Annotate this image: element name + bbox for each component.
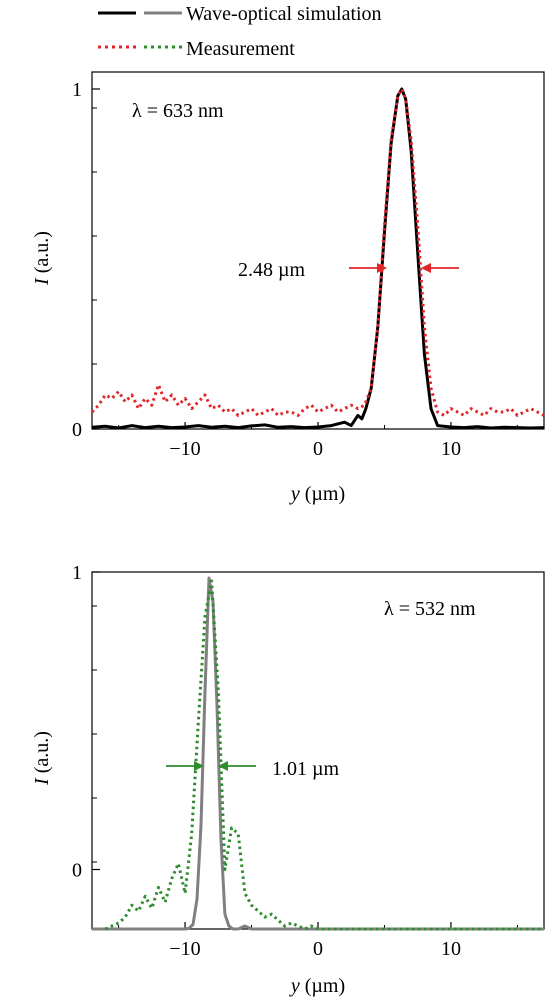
y-tick-label: 1 — [72, 562, 82, 584]
y-axis-label: I(a.u.) — [31, 731, 53, 786]
x-tick-label: 10 — [441, 938, 461, 960]
plot-frame — [91, 71, 545, 430]
chart-panel-532nm: −10 0 10 0 1 λ = 532 nm 1.01 µm y (µm) I(a.u.… — [31, 562, 545, 997]
measurement-line — [104, 579, 544, 931]
x-tick-label: −10 — [169, 438, 200, 460]
x-tick-label: 0 — [313, 938, 323, 960]
x-tick-label: 0 — [313, 438, 323, 460]
y-axis-label: I(a.u.) — [31, 231, 53, 286]
fwhm-label: 1.01 µm — [272, 758, 340, 780]
y-tick-label: 0 — [72, 860, 82, 882]
plot-frame — [91, 571, 545, 930]
series-layer — [90, 87, 545, 430]
legend-item-measurement: Measurement — [98, 38, 295, 60]
wavelength-annotation: λ = 633 nm — [132, 100, 224, 122]
fwhm-arrowhead-right — [421, 263, 431, 273]
fwhm-marker: 1.01 µm — [166, 758, 340, 780]
legend-label-simulation: Wave-optical simulation — [186, 3, 382, 25]
legend-label-measurement: Measurement — [186, 38, 295, 60]
legend-item-simulation: Wave-optical simulation — [98, 3, 382, 25]
x-axis-label: y (µm) — [289, 975, 345, 997]
x-tick-label: 10 — [441, 438, 461, 460]
y-tick-label: 0 — [72, 419, 82, 441]
wavelength-annotation: λ = 532 nm — [384, 598, 476, 620]
measurement-line — [90, 87, 545, 417]
fwhm-arrowhead-right — [218, 761, 228, 771]
fwhm-label: 2.48 µm — [238, 259, 306, 281]
legend: Wave-optical simulation Measurement — [98, 3, 382, 60]
fwhm-arrowhead-left — [194, 761, 204, 771]
tick-marks: −10 0 10 0 1 — [72, 562, 518, 960]
series-layer — [92, 576, 544, 931]
fwhm-marker: 2.48 µm — [238, 259, 459, 281]
simulation-line — [92, 576, 544, 931]
fwhm-arrowhead-left — [377, 263, 387, 273]
x-tick-label: −10 — [169, 938, 200, 960]
chart-panel-633nm: −10 0 10 0 1 λ = 633 nm 2.48 µm y (µm) I(a.u.… — [31, 71, 545, 505]
y-tick-label: 1 — [72, 79, 82, 101]
x-axis-label: y (µm) — [289, 483, 345, 505]
simulation-line — [91, 87, 545, 430]
